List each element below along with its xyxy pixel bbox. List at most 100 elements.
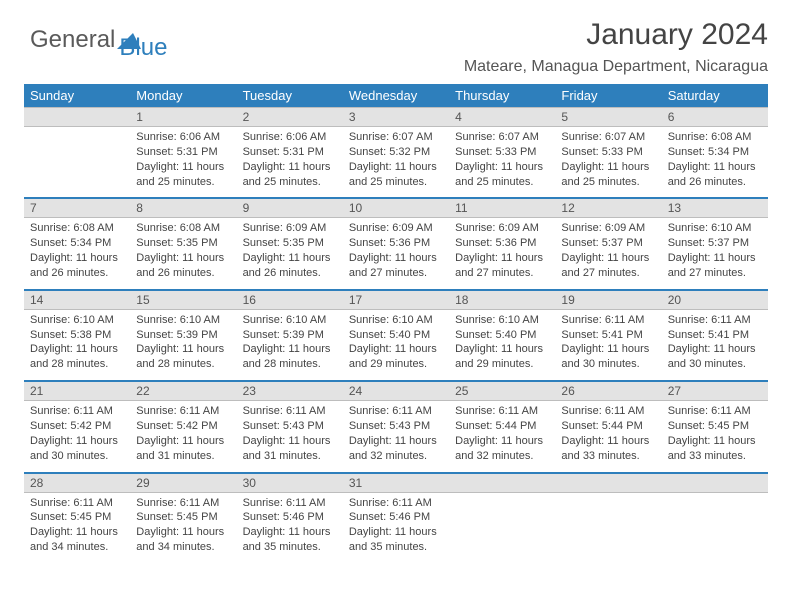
calendar-table: SundayMondayTuesdayWednesdayThursdayFrid… — [24, 84, 768, 563]
day-number-row: 14151617181920 — [24, 290, 768, 310]
day-line: Sunset: 5:34 PM — [30, 236, 124, 251]
title-block: January 2024 Mateare, Managua Department… — [464, 18, 768, 76]
day-number: 7 — [24, 198, 130, 218]
day-line: Sunset: 5:33 PM — [561, 145, 655, 160]
day-line: Sunrise: 6:11 AM — [30, 404, 124, 419]
day-line: and 31 minutes. — [136, 449, 230, 464]
day-cell — [555, 492, 661, 563]
day-line: Sunrise: 6:06 AM — [243, 130, 337, 145]
day-content-row: Sunrise: 6:08 AMSunset: 5:34 PMDaylight:… — [24, 218, 768, 290]
day-line: Daylight: 11 hours — [349, 251, 443, 266]
day-line: and 29 minutes. — [349, 357, 443, 372]
day-cell: Sunrise: 6:08 AMSunset: 5:35 PMDaylight:… — [130, 218, 236, 290]
day-number: 16 — [237, 290, 343, 310]
day-line: Sunset: 5:40 PM — [455, 328, 549, 343]
day-line: Daylight: 11 hours — [561, 434, 655, 449]
day-number: 13 — [662, 198, 768, 218]
day-line: Sunset: 5:35 PM — [243, 236, 337, 251]
day-cell: Sunrise: 6:11 AMSunset: 5:45 PMDaylight:… — [24, 492, 130, 563]
day-line: and 28 minutes. — [243, 357, 337, 372]
day-line: Daylight: 11 hours — [349, 342, 443, 357]
day-cell: Sunrise: 6:06 AMSunset: 5:31 PMDaylight:… — [130, 127, 236, 199]
day-line: and 27 minutes. — [561, 266, 655, 281]
day-number: 27 — [662, 381, 768, 401]
day-line: and 32 minutes. — [349, 449, 443, 464]
day-cell: Sunrise: 6:11 AMSunset: 5:44 PMDaylight:… — [555, 401, 661, 473]
day-cell: Sunrise: 6:11 AMSunset: 5:42 PMDaylight:… — [24, 401, 130, 473]
day-line: Sunset: 5:36 PM — [455, 236, 549, 251]
day-number: 18 — [449, 290, 555, 310]
day-line: Sunrise: 6:11 AM — [668, 313, 762, 328]
day-line: Sunrise: 6:10 AM — [136, 313, 230, 328]
brand-part2-wrap: Blue — [119, 34, 167, 62]
day-number: 31 — [343, 473, 449, 493]
day-line: Daylight: 11 hours — [243, 342, 337, 357]
day-line: Sunset: 5:41 PM — [668, 328, 762, 343]
day-header: Tuesday — [237, 84, 343, 108]
day-line: Daylight: 11 hours — [349, 160, 443, 175]
day-cell: Sunrise: 6:11 AMSunset: 5:45 PMDaylight:… — [662, 401, 768, 473]
day-line: Daylight: 11 hours — [561, 160, 655, 175]
day-line: and 33 minutes. — [561, 449, 655, 464]
day-number: 17 — [343, 290, 449, 310]
day-line: Sunrise: 6:09 AM — [561, 221, 655, 236]
day-line: Daylight: 11 hours — [30, 251, 124, 266]
day-line: and 25 minutes. — [349, 175, 443, 190]
day-line: Sunrise: 6:10 AM — [30, 313, 124, 328]
day-line: and 34 minutes. — [136, 540, 230, 555]
day-line: Sunset: 5:37 PM — [668, 236, 762, 251]
day-line: Daylight: 11 hours — [455, 434, 549, 449]
day-number: 14 — [24, 290, 130, 310]
day-cell: Sunrise: 6:09 AMSunset: 5:36 PMDaylight:… — [449, 218, 555, 290]
day-cell: Sunrise: 6:08 AMSunset: 5:34 PMDaylight:… — [662, 127, 768, 199]
day-cell: Sunrise: 6:08 AMSunset: 5:34 PMDaylight:… — [24, 218, 130, 290]
day-line: Sunset: 5:38 PM — [30, 328, 124, 343]
day-number — [24, 108, 130, 127]
day-line: and 27 minutes. — [455, 266, 549, 281]
day-number: 25 — [449, 381, 555, 401]
day-line: Sunrise: 6:08 AM — [30, 221, 124, 236]
day-cell: Sunrise: 6:11 AMSunset: 5:43 PMDaylight:… — [343, 401, 449, 473]
calendar-header-row: SundayMondayTuesdayWednesdayThursdayFrid… — [24, 84, 768, 108]
day-number: 6 — [662, 108, 768, 127]
day-line: Sunset: 5:31 PM — [243, 145, 337, 160]
day-number: 22 — [130, 381, 236, 401]
day-line: Sunrise: 6:09 AM — [243, 221, 337, 236]
header: General Blue January 2024 Mateare, Manag… — [24, 18, 768, 76]
month-title: January 2024 — [464, 18, 768, 52]
day-number-row: 123456 — [24, 108, 768, 127]
day-content-row: Sunrise: 6:06 AMSunset: 5:31 PMDaylight:… — [24, 127, 768, 199]
day-line: and 35 minutes. — [349, 540, 443, 555]
day-number-row: 78910111213 — [24, 198, 768, 218]
day-line: Sunset: 5:44 PM — [455, 419, 549, 434]
day-line: and 35 minutes. — [243, 540, 337, 555]
day-line: Sunset: 5:36 PM — [349, 236, 443, 251]
day-header: Friday — [555, 84, 661, 108]
day-line: Sunrise: 6:11 AM — [561, 313, 655, 328]
day-line: and 28 minutes. — [136, 357, 230, 372]
day-line: and 33 minutes. — [668, 449, 762, 464]
day-line: Daylight: 11 hours — [349, 434, 443, 449]
day-cell — [24, 127, 130, 199]
day-cell: Sunrise: 6:11 AMSunset: 5:46 PMDaylight:… — [237, 492, 343, 563]
day-content-row: Sunrise: 6:11 AMSunset: 5:42 PMDaylight:… — [24, 401, 768, 473]
day-line: Daylight: 11 hours — [668, 342, 762, 357]
location-text: Mateare, Managua Department, Nicaragua — [464, 58, 768, 76]
day-number: 9 — [237, 198, 343, 218]
day-cell: Sunrise: 6:11 AMSunset: 5:43 PMDaylight:… — [237, 401, 343, 473]
day-line: Sunrise: 6:08 AM — [668, 130, 762, 145]
day-number — [662, 473, 768, 493]
day-line: Sunset: 5:43 PM — [349, 419, 443, 434]
day-line: Sunrise: 6:10 AM — [668, 221, 762, 236]
day-number: 2 — [237, 108, 343, 127]
day-header: Thursday — [449, 84, 555, 108]
day-line: Sunset: 5:46 PM — [349, 510, 443, 525]
day-cell: Sunrise: 6:11 AMSunset: 5:41 PMDaylight:… — [662, 309, 768, 381]
day-line: Sunset: 5:31 PM — [136, 145, 230, 160]
day-line: Sunrise: 6:07 AM — [455, 130, 549, 145]
day-header: Saturday — [662, 84, 768, 108]
day-number: 19 — [555, 290, 661, 310]
day-line: Sunrise: 6:06 AM — [136, 130, 230, 145]
day-line: and 30 minutes. — [561, 357, 655, 372]
day-line: Sunset: 5:33 PM — [455, 145, 549, 160]
